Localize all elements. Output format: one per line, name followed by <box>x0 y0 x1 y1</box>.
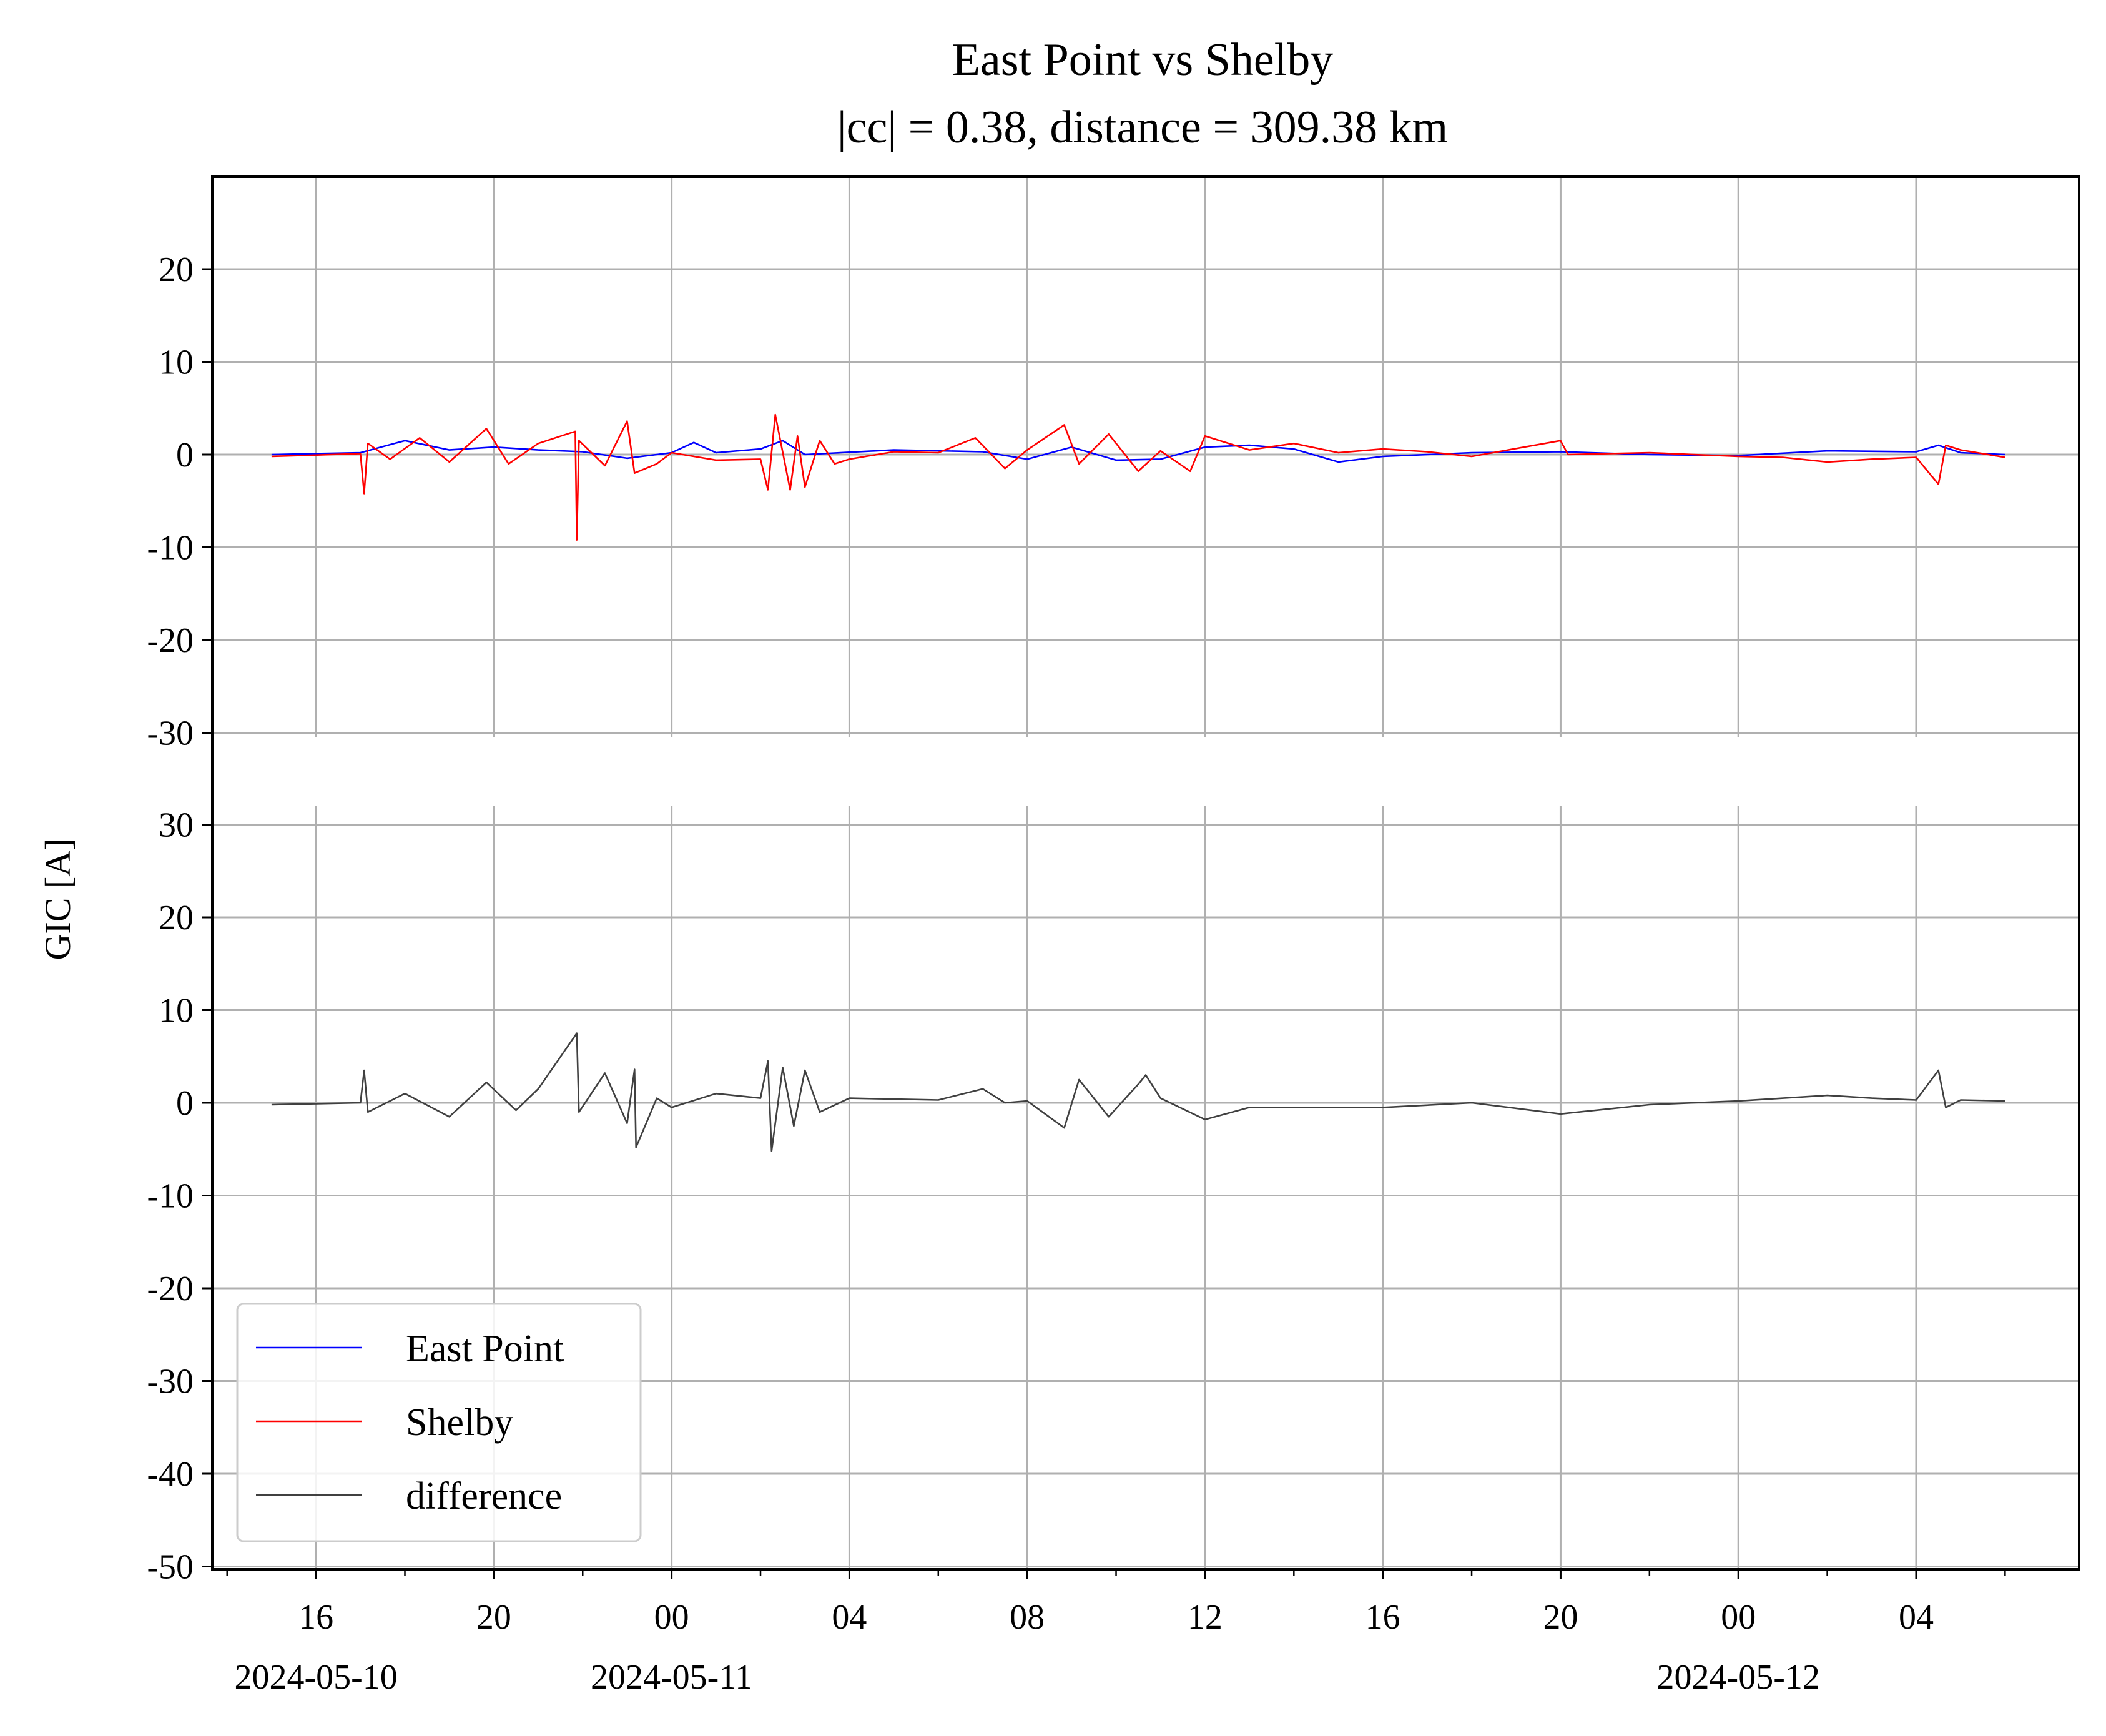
x-tick-label-5: 12 <box>1188 1598 1223 1637</box>
y-tick-label-1-5: -20 <box>147 1270 194 1308</box>
y-tick-label-1-3: 0 <box>176 1084 194 1123</box>
x-tick-label-3: 04 <box>832 1598 867 1637</box>
series-line-shelby <box>271 413 2005 541</box>
y-tick-label-0-0: 20 <box>159 250 194 289</box>
series-layer <box>271 413 2005 1152</box>
y-tick-label-0-2: 0 <box>176 436 194 475</box>
y-tick-label-1-7: -40 <box>147 1455 194 1494</box>
x-tick-label-4: 08 <box>1010 1598 1045 1637</box>
x-date-label-2: 2024-05-12 <box>1657 1658 1820 1697</box>
y-tick-label-1-0: 30 <box>159 806 194 845</box>
x-tick-label-2: 00 <box>654 1598 689 1637</box>
x-tick-label-6: 16 <box>1365 1598 1400 1637</box>
y-tick-label-0-3: -10 <box>147 529 194 568</box>
x-date-label-0: 2024-05-10 <box>234 1658 397 1697</box>
x-tick-label-7: 20 <box>1543 1598 1578 1637</box>
legend-box <box>236 1303 642 1542</box>
legend-label-difference: difference <box>406 1475 562 1517</box>
plot-frame <box>211 175 2080 1571</box>
y-tick-label-1-6: -30 <box>147 1363 194 1401</box>
y-tick-label-0-4: -20 <box>147 621 194 660</box>
y-tick-label-1-2: 10 <box>159 992 194 1030</box>
x-date-label-1: 2024-05-11 <box>591 1658 752 1697</box>
y-tick-label-0-5: -30 <box>147 714 194 753</box>
chart-title: East Point vs Shelby <box>952 34 1334 86</box>
y-tick-label-1-4: -10 <box>147 1177 194 1216</box>
y-tick-label-1-8: -50 <box>147 1548 194 1587</box>
x-tick-label-0: 16 <box>298 1598 333 1637</box>
y-tick-label-1-1: 20 <box>159 899 194 937</box>
legend: East Point Shelby difference <box>236 1303 642 1542</box>
legend-label-shelby: Shelby <box>406 1401 513 1444</box>
x-tick-label-8: 00 <box>1721 1598 1756 1637</box>
legend-label-east-point: East Point <box>406 1328 564 1370</box>
y-axis-label: GIC [A] <box>37 839 78 960</box>
chart-subtitle: |cc| = 0.38, distance = 309.38 km <box>837 102 1448 153</box>
x-tick-label-9: 04 <box>1899 1598 1934 1637</box>
x-tick-label-1: 20 <box>476 1598 511 1637</box>
series-line-difference <box>271 1032 2005 1152</box>
y-tick-label-0-1: 10 <box>159 343 194 382</box>
axis-layer: 20 10 0 -10 -20 -30 30 20 10 0 -10 -20 -30 -40 -50 16 20… <box>147 250 2006 1697</box>
